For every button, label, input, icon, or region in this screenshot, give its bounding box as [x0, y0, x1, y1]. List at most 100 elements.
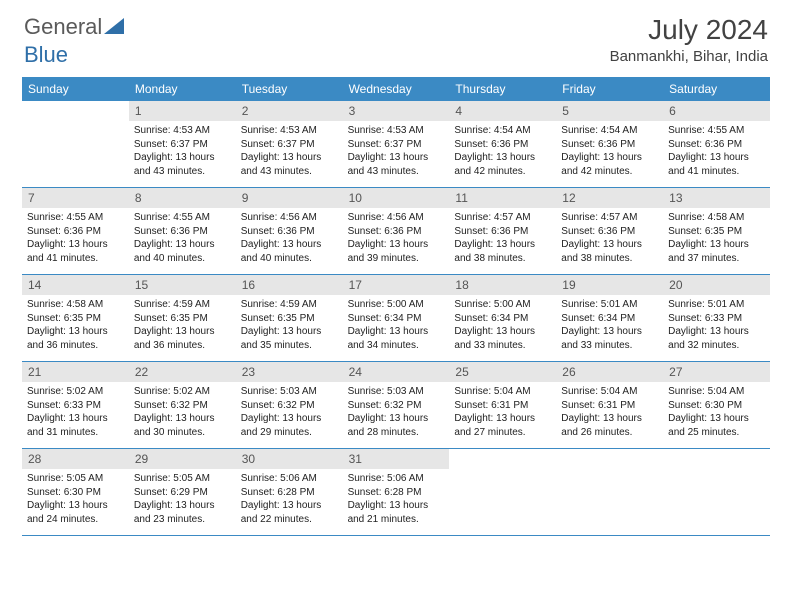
day-number: 18 — [449, 275, 556, 295]
daylight1-text: Daylight: 13 hours — [454, 151, 551, 165]
calendar-cell: 18Sunrise: 5:00 AMSunset: 6:34 PMDayligh… — [449, 275, 556, 361]
day-number: 28 — [22, 449, 129, 469]
daylight1-text: Daylight: 13 hours — [134, 325, 231, 339]
sunset-text: Sunset: 6:34 PM — [561, 312, 658, 326]
day-info: Sunrise: 4:53 AMSunset: 6:37 PMDaylight:… — [343, 121, 450, 183]
day-info: Sunrise: 4:55 AMSunset: 6:36 PMDaylight:… — [129, 208, 236, 270]
week-row: 28Sunrise: 5:05 AMSunset: 6:30 PMDayligh… — [22, 449, 770, 536]
calendar-cell: 12Sunrise: 4:57 AMSunset: 6:36 PMDayligh… — [556, 188, 663, 274]
calendar-cell: 3Sunrise: 4:53 AMSunset: 6:37 PMDaylight… — [343, 101, 450, 187]
daylight2-text: and 35 minutes. — [241, 339, 338, 353]
sunrise-text: Sunrise: 5:03 AM — [241, 385, 338, 399]
daylight2-text: and 25 minutes. — [668, 426, 765, 440]
day-number: 23 — [236, 362, 343, 382]
day-info: Sunrise: 4:55 AMSunset: 6:36 PMDaylight:… — [22, 208, 129, 270]
sunrise-text: Sunrise: 4:55 AM — [27, 211, 124, 225]
day-info: Sunrise: 4:58 AMSunset: 6:35 PMDaylight:… — [22, 295, 129, 357]
calendar-cell — [556, 449, 663, 535]
week-row: 7Sunrise: 4:55 AMSunset: 6:36 PMDaylight… — [22, 188, 770, 275]
calendar-cell: 24Sunrise: 5:03 AMSunset: 6:32 PMDayligh… — [343, 362, 450, 448]
day-number: 17 — [343, 275, 450, 295]
sunset-text: Sunset: 6:31 PM — [454, 399, 551, 413]
day-info: Sunrise: 5:00 AMSunset: 6:34 PMDaylight:… — [343, 295, 450, 357]
daylight2-text: and 23 minutes. — [134, 513, 231, 527]
sunset-text: Sunset: 6:37 PM — [348, 138, 445, 152]
sunrise-text: Sunrise: 4:59 AM — [241, 298, 338, 312]
daylight2-text: and 38 minutes. — [454, 252, 551, 266]
day-number: 11 — [449, 188, 556, 208]
brand-logo: General — [24, 14, 124, 40]
day-header-tue: Tuesday — [236, 77, 343, 101]
day-header-sun: Sunday — [22, 77, 129, 101]
daylight1-text: Daylight: 13 hours — [454, 412, 551, 426]
daylight1-text: Daylight: 13 hours — [27, 499, 124, 513]
day-number: 15 — [129, 275, 236, 295]
sunset-text: Sunset: 6:28 PM — [348, 486, 445, 500]
daylight1-text: Daylight: 13 hours — [668, 412, 765, 426]
calendar-cell: 21Sunrise: 5:02 AMSunset: 6:33 PMDayligh… — [22, 362, 129, 448]
daylight1-text: Daylight: 13 hours — [134, 238, 231, 252]
day-number: 20 — [663, 275, 770, 295]
day-info: Sunrise: 5:00 AMSunset: 6:34 PMDaylight:… — [449, 295, 556, 357]
sunrise-text: Sunrise: 5:02 AM — [134, 385, 231, 399]
sunrise-text: Sunrise: 5:01 AM — [668, 298, 765, 312]
sunset-text: Sunset: 6:29 PM — [134, 486, 231, 500]
daylight2-text: and 26 minutes. — [561, 426, 658, 440]
calendar-cell: 28Sunrise: 5:05 AMSunset: 6:30 PMDayligh… — [22, 449, 129, 535]
day-number: 8 — [129, 188, 236, 208]
sunset-text: Sunset: 6:35 PM — [27, 312, 124, 326]
daylight1-text: Daylight: 13 hours — [348, 151, 445, 165]
day-info: Sunrise: 5:03 AMSunset: 6:32 PMDaylight:… — [236, 382, 343, 444]
sunrise-text: Sunrise: 4:58 AM — [668, 211, 765, 225]
day-number: 14 — [22, 275, 129, 295]
day-header-sat: Saturday — [663, 77, 770, 101]
daylight2-text: and 36 minutes. — [134, 339, 231, 353]
sunset-text: Sunset: 6:36 PM — [27, 225, 124, 239]
sunrise-text: Sunrise: 4:53 AM — [241, 124, 338, 138]
daylight1-text: Daylight: 13 hours — [241, 325, 338, 339]
daylight2-text: and 42 minutes. — [454, 165, 551, 179]
sunset-text: Sunset: 6:34 PM — [454, 312, 551, 326]
day-number: 27 — [663, 362, 770, 382]
daylight2-text: and 29 minutes. — [241, 426, 338, 440]
sunrise-text: Sunrise: 5:05 AM — [134, 472, 231, 486]
day-info: Sunrise: 5:06 AMSunset: 6:28 PMDaylight:… — [236, 469, 343, 531]
calendar-grid: Sunday Monday Tuesday Wednesday Thursday… — [22, 77, 770, 536]
sunset-text: Sunset: 6:35 PM — [668, 225, 765, 239]
calendar-cell: 23Sunrise: 5:03 AMSunset: 6:32 PMDayligh… — [236, 362, 343, 448]
sunrise-text: Sunrise: 4:54 AM — [454, 124, 551, 138]
calendar-cell: 22Sunrise: 5:02 AMSunset: 6:32 PMDayligh… — [129, 362, 236, 448]
daylight1-text: Daylight: 13 hours — [561, 238, 658, 252]
sunrise-text: Sunrise: 4:55 AM — [668, 124, 765, 138]
daylight2-text: and 33 minutes. — [561, 339, 658, 353]
daylight1-text: Daylight: 13 hours — [27, 325, 124, 339]
day-header-thu: Thursday — [449, 77, 556, 101]
calendar-cell: 25Sunrise: 5:04 AMSunset: 6:31 PMDayligh… — [449, 362, 556, 448]
day-number: 31 — [343, 449, 450, 469]
daylight1-text: Daylight: 13 hours — [241, 238, 338, 252]
calendar-cell: 11Sunrise: 4:57 AMSunset: 6:36 PMDayligh… — [449, 188, 556, 274]
calendar-cell: 14Sunrise: 4:58 AMSunset: 6:35 PMDayligh… — [22, 275, 129, 361]
day-header-mon: Monday — [129, 77, 236, 101]
day-number: 5 — [556, 101, 663, 121]
week-row: 21Sunrise: 5:02 AMSunset: 6:33 PMDayligh… — [22, 362, 770, 449]
calendar-cell: 20Sunrise: 5:01 AMSunset: 6:33 PMDayligh… — [663, 275, 770, 361]
day-info: Sunrise: 5:05 AMSunset: 6:30 PMDaylight:… — [22, 469, 129, 531]
daylight1-text: Daylight: 13 hours — [134, 499, 231, 513]
day-info: Sunrise: 5:06 AMSunset: 6:28 PMDaylight:… — [343, 469, 450, 531]
calendar-cell: 31Sunrise: 5:06 AMSunset: 6:28 PMDayligh… — [343, 449, 450, 535]
week-row: 14Sunrise: 4:58 AMSunset: 6:35 PMDayligh… — [22, 275, 770, 362]
day-header-row: Sunday Monday Tuesday Wednesday Thursday… — [22, 77, 770, 101]
daylight1-text: Daylight: 13 hours — [348, 238, 445, 252]
location-subtitle: Banmankhi, Bihar, India — [610, 48, 768, 65]
daylight1-text: Daylight: 13 hours — [561, 412, 658, 426]
sunrise-text: Sunrise: 4:55 AM — [134, 211, 231, 225]
daylight1-text: Daylight: 13 hours — [454, 325, 551, 339]
daylight1-text: Daylight: 13 hours — [561, 325, 658, 339]
calendar-cell: 2Sunrise: 4:53 AMSunset: 6:37 PMDaylight… — [236, 101, 343, 187]
day-number: 21 — [22, 362, 129, 382]
day-info: Sunrise: 5:02 AMSunset: 6:33 PMDaylight:… — [22, 382, 129, 444]
calendar-cell: 1Sunrise: 4:53 AMSunset: 6:37 PMDaylight… — [129, 101, 236, 187]
sunset-text: Sunset: 6:35 PM — [241, 312, 338, 326]
daylight2-text: and 21 minutes. — [348, 513, 445, 527]
